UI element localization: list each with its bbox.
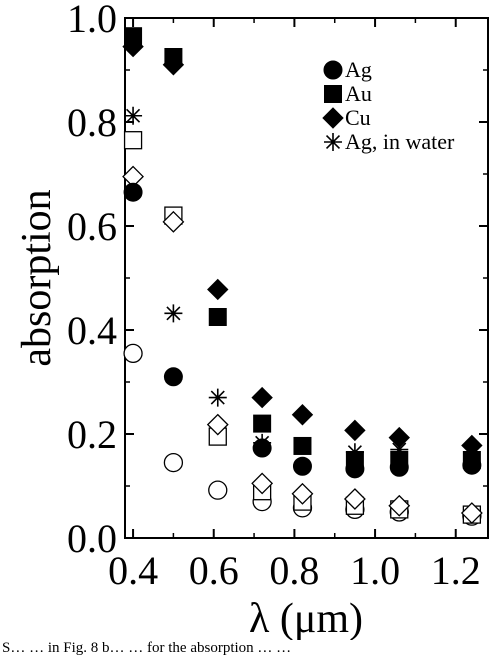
legend-marker-square [324,85,342,103]
filled-diamond-point [207,278,229,301]
data-markers [122,27,483,526]
y-tick-label: 0.8 [67,100,117,145]
filled-square-point [253,414,272,433]
open-diamond-point [388,494,411,517]
y-axis-title: absorption [14,189,60,366]
x-tick-label: 0.8 [269,548,319,593]
x-axis-title: λ (μm) [249,596,363,640]
open-diamond-point [251,472,274,495]
y-tick-label: 0.2 [67,412,117,457]
filled-diamond-point [291,404,314,426]
x-tick-label: 0.4 [108,548,158,593]
open-circle-point [163,452,184,473]
filled-square-point [208,308,227,326]
filled-asterisk-point [345,443,364,462]
filled-diamond-point [461,434,483,457]
filled-square-point [293,436,312,455]
legend-marker-asterisk [324,133,342,151]
filled-circle-point [123,182,143,202]
filled-asterisk-point [124,106,143,125]
filled-asterisk-point [208,388,227,407]
filled-asterisk-point [390,440,409,459]
filled-diamond-point [251,386,273,409]
y-tick-label: 0.6 [67,204,117,249]
legend-label: Cu [345,105,371,130]
x-tick-label: 1.2 [431,548,481,593]
filled-diamond-point [162,54,185,76]
legend-marker-diamond [322,107,344,129]
legend-label: Ag [345,57,372,82]
y-tick-label: 0.0 [67,516,117,561]
filled-circle-point [292,456,312,476]
legend-label: Au [345,81,372,106]
filled-diamond-point [122,35,144,58]
x-tick-label: 0.6 [189,548,239,593]
filled-circle-point [163,367,183,387]
open-diamond-point [291,482,314,505]
tick-labels: 0.4 0.6 0.8 1.0 1.2 0.0 0.2 0.4 0.6 0.8 1.0 [67,0,481,593]
open-diamond-point [460,502,483,524]
x-tick-label: 1.0 [350,548,400,593]
open-circle-point [208,480,228,500]
open-diamond-point [206,413,229,436]
absorption-chart: 0.4 0.6 0.8 1.0 1.2 0.0 0.2 0.4 0.6 0.8 1.0 AgAuCu… [14,0,489,640]
legend-label: Ag, in water [345,129,455,154]
figure-caption: S… … in Fig. 8 b… … for the absorption …… [2,640,292,656]
legend-marker-circle [323,60,343,80]
y-tick-label: 1.0 [67,0,117,41]
open-diamond-point [162,210,185,233]
filled-diamond-point [344,419,366,442]
open-diamond-point [343,488,366,510]
open-circle-point [123,343,143,364]
filled-asterisk-point [164,304,183,323]
filled-asterisk-point [253,433,272,452]
open-square-point [123,131,143,150]
y-tick-label: 0.4 [67,308,117,353]
